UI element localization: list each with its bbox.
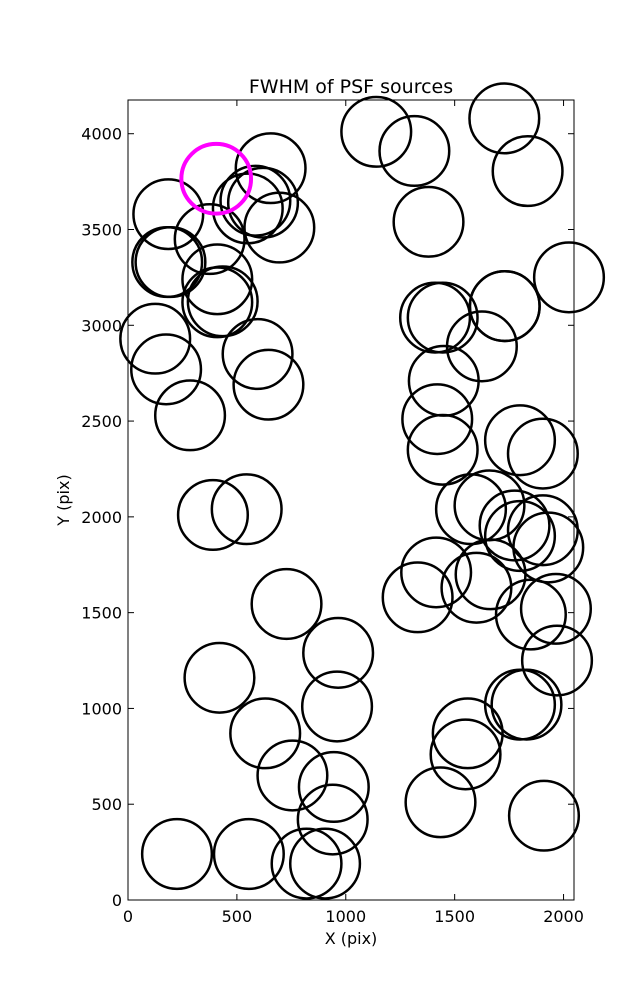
y-axis: 0 500 1000 1500 2000 2500 3000 3500 4000 <box>81 125 574 910</box>
psf-source-marker <box>490 668 563 741</box>
psf-source-marker <box>302 616 375 689</box>
psf-source-marker <box>296 783 369 856</box>
chart-title: FWHM of PSF sources <box>249 76 453 98</box>
y-tick-label: 2500 <box>81 412 122 431</box>
plot-area: 0 500 1000 1500 2000 0 500 1000 1500 2000 2500 300… <box>81 82 606 926</box>
psf-source-marker <box>153 379 227 452</box>
psf-source-marker <box>406 413 479 486</box>
x-tick-label: 1000 <box>325 907 366 926</box>
psf-source-marker <box>483 404 557 477</box>
plot-frame <box>127 99 575 901</box>
psf-source-marker <box>176 478 250 552</box>
psf-source-marker <box>256 739 329 812</box>
psf-source-marker <box>381 561 454 634</box>
psf-source-marker <box>532 241 606 314</box>
psf-source-marker <box>392 185 465 258</box>
y-tick-label: 0 <box>112 891 122 910</box>
psf-source-marker <box>401 383 474 456</box>
psf-source-marker <box>400 536 473 609</box>
psf-source-marker <box>221 317 294 391</box>
x-axis: 0 500 1000 1500 2000 <box>123 100 584 926</box>
psf-source-marker <box>300 670 374 743</box>
psf-source-marker <box>119 302 192 375</box>
psf-source-marker <box>250 567 323 641</box>
psf-source-marker <box>483 668 557 741</box>
psf-source-marker <box>134 225 207 299</box>
psf-source-marker <box>494 578 567 651</box>
psf-source-marker <box>232 348 305 421</box>
x-axis-label: X (pix) <box>325 929 378 948</box>
y-tick-label: 3000 <box>81 316 122 335</box>
psf-source-marker <box>132 178 205 251</box>
psf-source-marker <box>297 750 370 824</box>
psf-source-marker <box>181 243 254 316</box>
psf-source-marker <box>173 202 246 276</box>
psf-source-marker <box>468 270 541 343</box>
psf-source-marker <box>210 473 283 546</box>
psf-source-marker <box>130 333 203 406</box>
psf-source-marker <box>234 132 307 205</box>
psf-source-marker <box>398 281 472 354</box>
y-tick-label: 1500 <box>81 604 122 623</box>
psf-source-marker <box>429 718 502 791</box>
x-tick-label: 500 <box>222 907 253 926</box>
y-tick-label: 500 <box>91 795 122 814</box>
psf-source-marker <box>491 134 564 208</box>
psf-source-marker <box>507 779 581 852</box>
psf-source-marker <box>226 166 300 239</box>
psf-source-marker <box>229 697 302 770</box>
y-axis-label: Y (pix) <box>54 474 73 526</box>
psf-source-marker <box>404 766 477 839</box>
y-tick-label: 1000 <box>81 699 122 718</box>
psf-source-marker <box>183 641 256 714</box>
psf-source-marker <box>431 697 504 770</box>
psf-source-marker <box>212 817 285 891</box>
psf-source-marker <box>340 95 413 168</box>
psf-source-marker <box>519 572 593 645</box>
psf-source-marker <box>186 265 259 338</box>
psf-source-marker <box>445 310 518 383</box>
psf-source-marker <box>440 551 513 624</box>
psf-source-marker <box>140 817 214 891</box>
x-tick-label: 2000 <box>543 907 584 926</box>
psf-source-marker <box>243 191 316 264</box>
psf-markers <box>119 82 606 900</box>
psf-source-marker <box>181 266 254 339</box>
psf-source-marker <box>270 827 343 900</box>
highlighted-source-marker <box>179 141 254 216</box>
psf-source-marker <box>288 827 362 900</box>
psf-source-marker <box>520 624 594 697</box>
psf-source-marker <box>406 281 479 354</box>
x-tick-label: 1500 <box>434 907 475 926</box>
psf-source-marker <box>454 538 527 611</box>
y-tick-label: 2000 <box>81 508 122 527</box>
psf-source-marker <box>478 489 551 562</box>
psf-source-marker <box>378 114 451 188</box>
psf-source-marker <box>506 417 579 490</box>
x-tick-label: 0 <box>123 907 133 926</box>
y-tick-label: 4000 <box>81 125 122 144</box>
y-tick-label: 3500 <box>81 221 122 240</box>
psf-source-marker <box>468 82 541 155</box>
psf-source-marker <box>483 499 557 573</box>
